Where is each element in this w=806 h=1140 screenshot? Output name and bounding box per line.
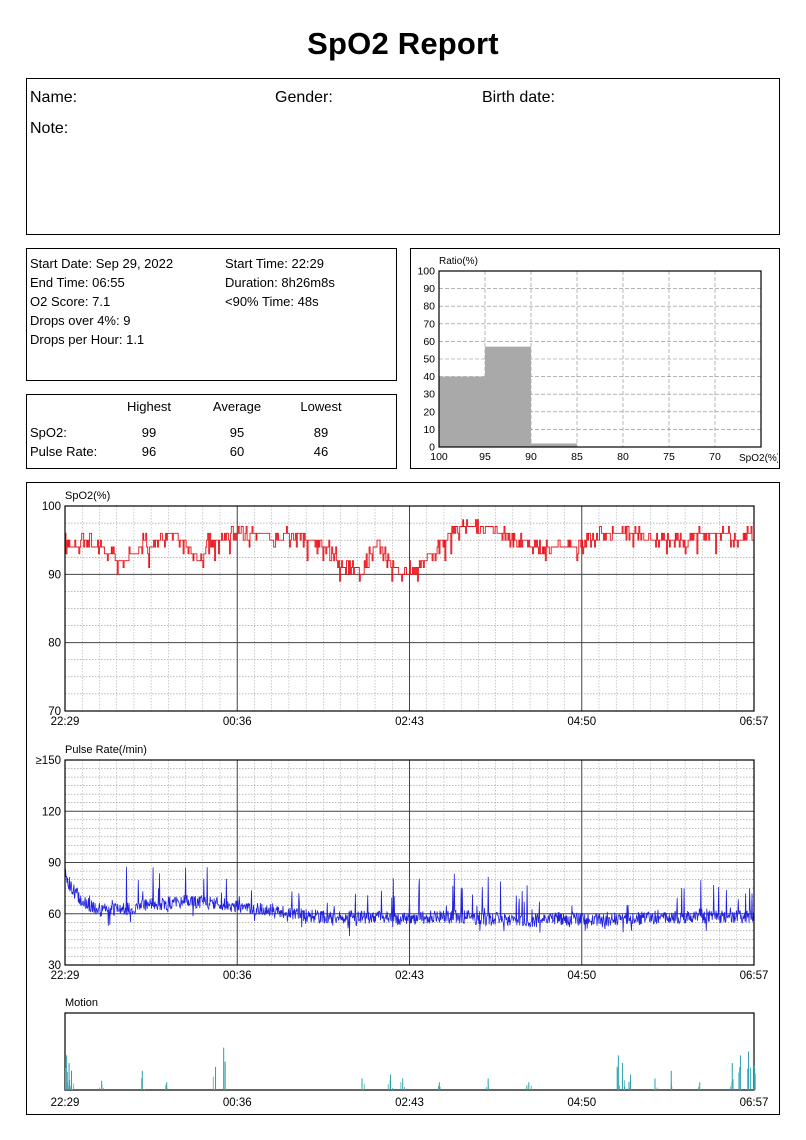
spo2-xtick-label: 22:29 [51,716,80,728]
o2-score: O2 Score: 7.1 [30,294,111,309]
below-90-time: <90% Time: 48s [225,294,319,309]
pulse-xtick-label: 04:50 [567,970,596,982]
end-time: End Time: 06:55 [30,275,125,290]
pulse-ytick-label: 120 [42,806,61,818]
motion-xtick-label: 04:50 [567,1097,596,1109]
spo2-ytick-label: 80 [48,638,61,650]
report-title: SpO2 Report [307,26,499,61]
hist-ytick-label: 90 [423,283,435,295]
hist-ytick-label: 100 [417,266,435,278]
motion-chart-ylabel: Motion [65,997,98,1009]
hist-ytick-label: 0 [429,442,435,454]
spo2-ytick-label: 90 [48,569,61,581]
hist-xtick-label: 80 [617,451,629,463]
pulse-ytick-label: 90 [48,858,61,870]
hist-ytick-label: 40 [423,371,435,383]
motion-frame [64,1012,755,1091]
hist-xtick-label: 90 [525,451,537,463]
note-label: Note: [30,120,69,137]
hist-ytick-label: 30 [423,389,435,401]
pulse-frame [64,759,755,966]
spo2-frame [64,505,755,712]
spo2-distribution-panel: Ratio(%) SpO2(%) 0 10 20 30 40 50 60 70 80 90 100 1… [410,248,780,469]
hist-ytick-label: 70 [423,318,435,330]
hist-ytick-label: 10 [423,424,435,436]
pulse-xtick-label: 02:43 [395,970,424,982]
stats-pulse-lowest: 46 [313,444,329,459]
birth-date-label: Birth date: [482,89,555,106]
motion-xtick-label: 06:57 [740,1097,769,1109]
gender-label: Gender: [275,89,333,106]
duration: Duration: 8h26m8s [225,275,335,290]
hist-ytick-label: 80 [423,301,435,313]
hist-xtick-label: 70 [709,451,721,463]
pulse-ytick-label: ≥150 [36,755,62,767]
hist-frame [438,270,762,448]
start-time: Start Time: 22:29 [225,256,324,271]
pulse-chart-ylabel: Pulse Rate(/min) [65,744,147,756]
stats-pulse-highest: 96 [141,444,157,459]
hist-bar [485,346,531,447]
hist-xtick-label: 75 [663,451,675,463]
hist-ytick-label: 60 [423,336,435,348]
hist-xtick-label: 85 [571,451,583,463]
pulse-ytick-label: 30 [48,960,61,972]
spo2-xtick-label: 04:50 [567,716,596,728]
trend-charts-panel: SpO2(%) Pulse Rate(/min) Motion 70 80 90 10… [26,482,780,1115]
drops-per-hour: Drops per Hour: 1.1 [30,332,145,347]
start-date: Start Date: Sep 29, 2022 [30,256,174,271]
stats-header-lowest: Lowest [300,399,342,414]
spo2-ytick-label: 100 [42,501,61,513]
spo2-series-line [65,519,754,582]
stats-row-label-spo2: SpO2: [30,425,67,440]
hist-ylabel: Ratio(%) [439,256,478,267]
stats-header-highest: Highest [126,399,172,414]
pulse-xtick-label: 22:29 [51,970,80,982]
pulse-xtick-label: 00:36 [223,970,252,982]
spo2-ytick-label: 70 [48,706,61,718]
hist-xlabel: SpO2(%) [739,453,778,464]
spo2-xtick-label: 00:36 [223,716,252,728]
stats-header-average: Average [212,399,262,414]
hist-ytick-label: 20 [423,406,435,418]
pulse-xtick-label: 06:57 [740,970,769,982]
stats-spo2-average: 95 [229,425,245,440]
hist-bar [439,376,485,447]
stats-pulse-average: 60 [229,444,245,459]
motion-xtick-label: 00:36 [223,1097,252,1109]
spo2-xtick-label: 06:57 [740,716,769,728]
motion-xtick-label: 02:43 [395,1097,424,1109]
trend-charts: SpO2(%) Pulse Rate(/min) Motion 70 80 90 10… [36,490,769,1109]
summary-panel: Start Date: Sep 29, 2022 Start Time: 22:… [26,248,397,381]
spo2-chart-ylabel: SpO2(%) [65,490,110,502]
stats-spo2-highest: 99 [141,425,157,440]
patient-info-panel: Name: Gender: Birth date: Note: [26,78,780,235]
pulse-series-line [64,866,755,937]
pulse-ytick-label: 60 [48,909,61,921]
name-label: Name: [30,89,78,106]
spo2-xtick-label: 02:43 [395,716,424,728]
hist-xtick-label: 95 [479,451,491,463]
stats-table: Highest Average Lowest SpO2: 99 95 89 Pu… [26,394,397,469]
drops-over-4: Drops over 4%: 9 [30,313,131,328]
spo2-distribution-chart: Ratio(%) SpO2(%) 0 10 20 30 40 50 60 70 80 90 100 1… [417,256,780,464]
stats-row-label-pulse: Pulse Rate: [30,444,98,459]
hist-ytick-label: 50 [423,354,435,366]
hist-bar [531,443,577,447]
stats-spo2-lowest: 89 [313,425,329,440]
hist-xtick-label: 100 [430,451,448,463]
motion-xtick-label: 22:29 [51,1097,80,1109]
